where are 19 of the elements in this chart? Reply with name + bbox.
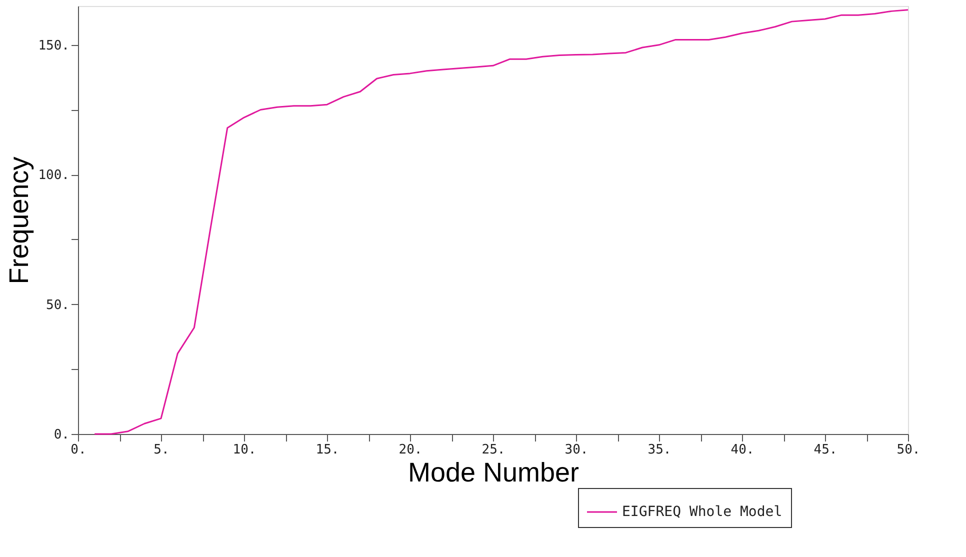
- legend-label: EIGFREQ Whole Model: [622, 504, 782, 520]
- x-tick-label: 30.: [564, 442, 588, 458]
- y-tick-label: 50.: [46, 298, 70, 313]
- line-series: [94, 9, 909, 435]
- x-tick-label: 40.: [730, 442, 754, 458]
- y-tick-label: 0.: [54, 428, 70, 442]
- x-tick-label: 20.: [398, 442, 422, 458]
- x-tick-label: 25.: [482, 442, 506, 458]
- x-tick-label: 45.: [814, 442, 838, 458]
- y-tick-label: 150.: [38, 38, 70, 54]
- x-tick-label: 50.: [896, 442, 920, 458]
- x-tick-label: 0.: [70, 442, 86, 458]
- x-tick-label: 10.: [232, 442, 256, 458]
- y-tick-label: 100.: [38, 168, 70, 184]
- x-tick-label: 35.: [648, 442, 672, 458]
- y-axis-title: Frequency: [4, 156, 34, 284]
- x-tick-label: 15.: [316, 442, 340, 458]
- x-tick-label: 5.: [154, 442, 170, 458]
- x-axis-title: Mode Number: [408, 458, 580, 488]
